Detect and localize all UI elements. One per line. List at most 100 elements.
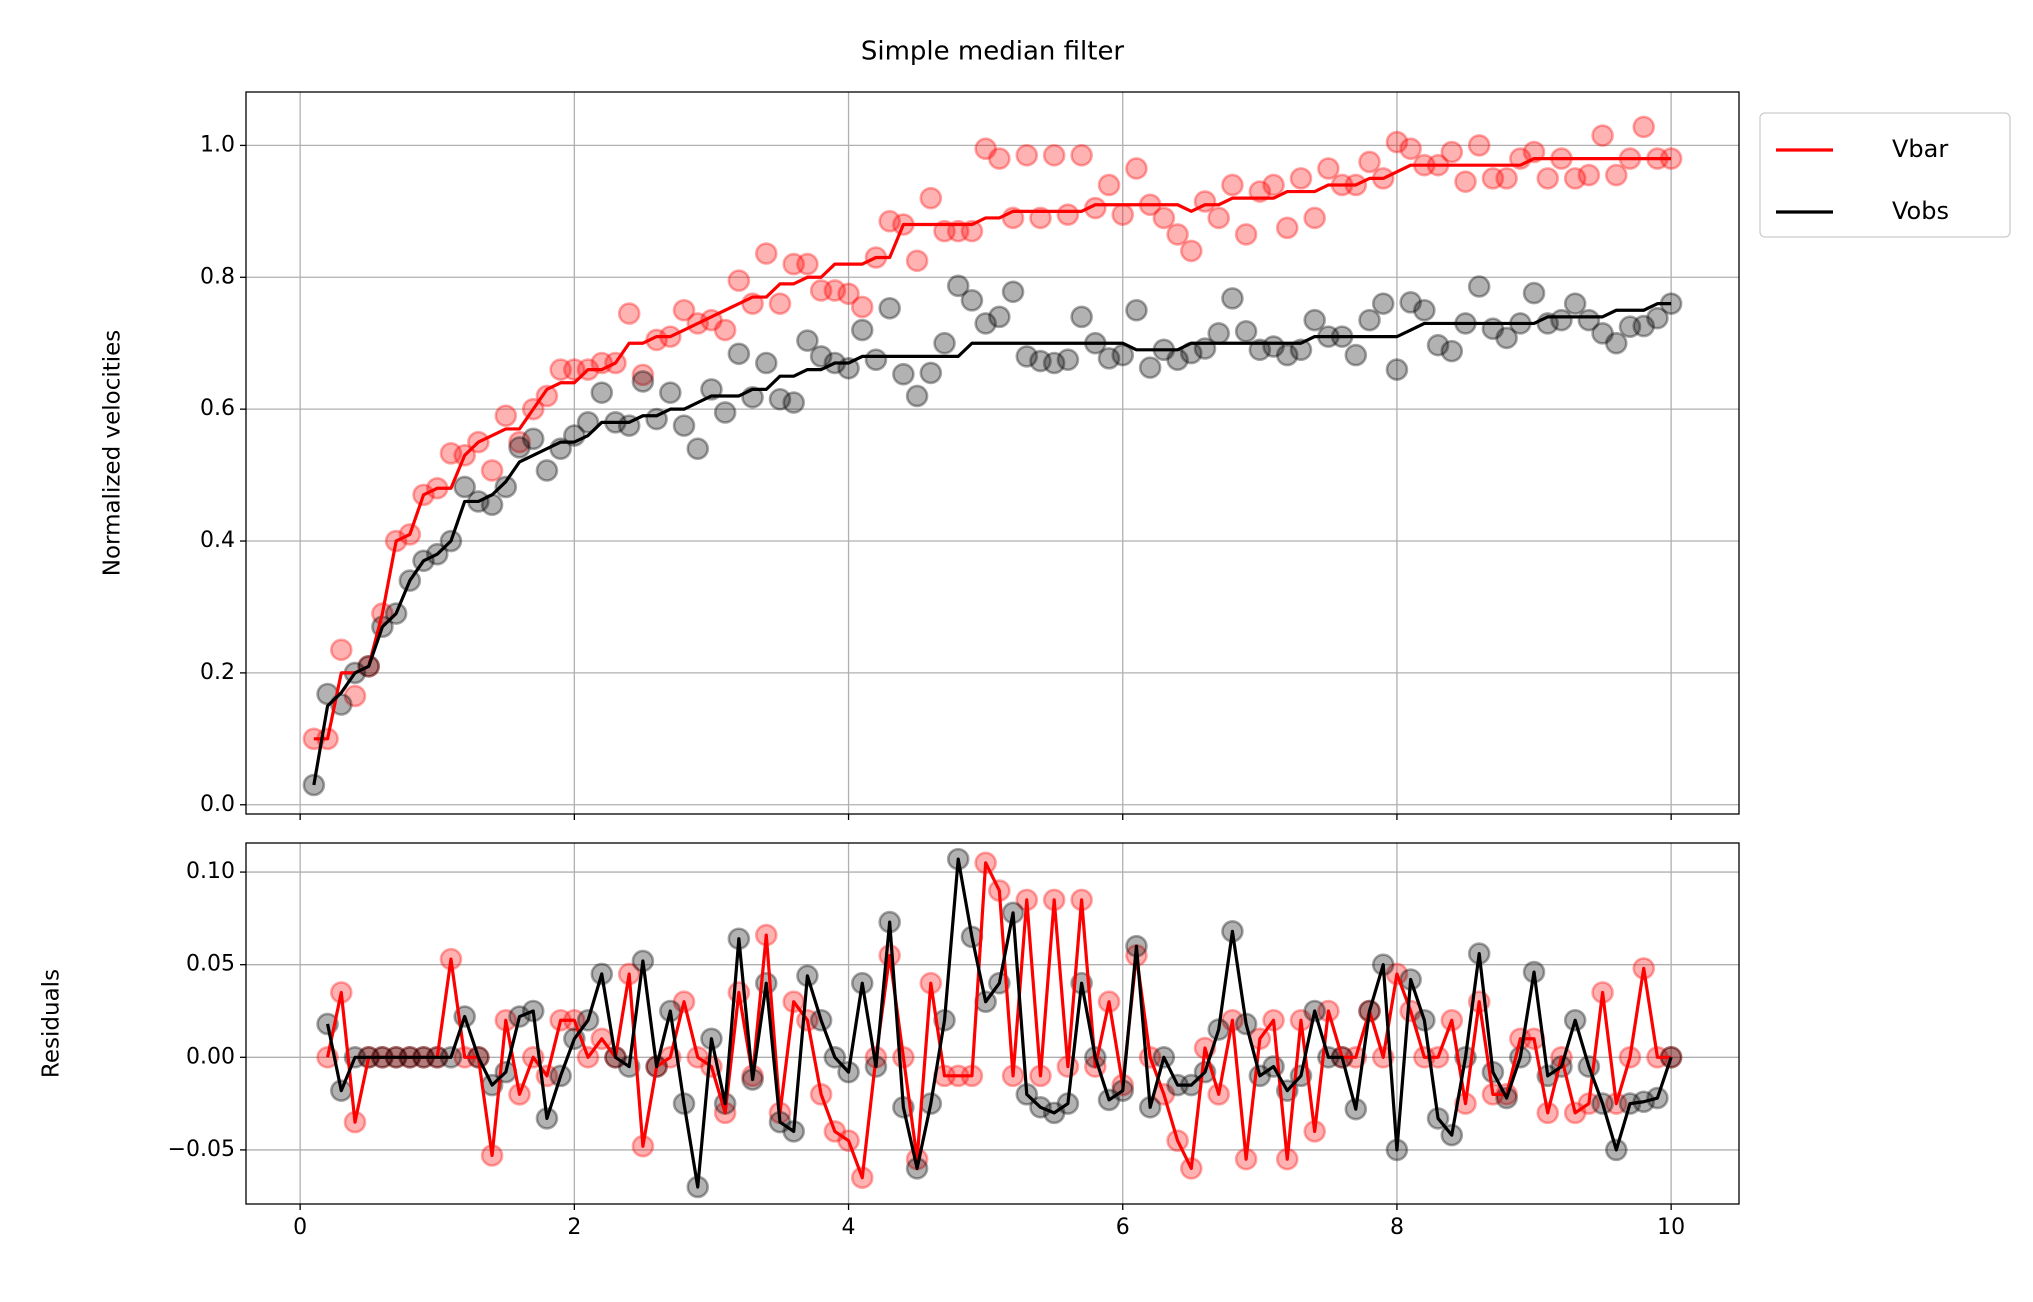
y-tick-label: 0.00 bbox=[186, 1044, 235, 1069]
data-point bbox=[1207, 206, 1231, 230]
plot-area bbox=[302, 115, 1683, 797]
data-point bbox=[1138, 356, 1162, 379]
plot-area bbox=[316, 847, 1683, 1199]
x-tick-label: 6 bbox=[1116, 1215, 1130, 1240]
data-point bbox=[1591, 124, 1614, 147]
data-point bbox=[1234, 320, 1258, 343]
data-point bbox=[809, 345, 833, 368]
data-point bbox=[1632, 314, 1656, 338]
data-point bbox=[508, 436, 531, 459]
data-point bbox=[480, 459, 504, 482]
y-tick-label: 0.10 bbox=[186, 859, 235, 884]
data-point bbox=[933, 331, 956, 355]
y-tick-label: 0.05 bbox=[186, 952, 235, 977]
data-point bbox=[1015, 143, 1039, 167]
data-point bbox=[1289, 167, 1313, 190]
x-tick-label: 0 bbox=[293, 1215, 307, 1240]
data-point bbox=[1467, 134, 1491, 157]
y-tick-label: 0.8 bbox=[200, 264, 235, 289]
data-point bbox=[905, 249, 929, 273]
data-point bbox=[1111, 203, 1135, 226]
data-point bbox=[782, 252, 806, 276]
data-point bbox=[727, 269, 751, 292]
data-point bbox=[686, 437, 710, 461]
data-point bbox=[1577, 308, 1601, 332]
x-tick-label: 2 bbox=[567, 1215, 581, 1240]
data-point bbox=[343, 684, 367, 708]
data-point bbox=[1221, 173, 1244, 197]
data-point bbox=[1097, 173, 1121, 197]
data-point bbox=[1042, 351, 1066, 375]
data-point bbox=[1481, 167, 1505, 190]
data-point bbox=[631, 370, 655, 393]
data-point bbox=[1042, 143, 1066, 167]
data-point bbox=[1015, 345, 1039, 368]
data-point bbox=[796, 252, 819, 276]
axes-frame bbox=[245, 91, 1740, 815]
data-point bbox=[1591, 322, 1614, 345]
data-point bbox=[1111, 343, 1135, 367]
data-point bbox=[1303, 206, 1326, 230]
data-point bbox=[1125, 157, 1148, 180]
data-point bbox=[439, 442, 463, 465]
data-point bbox=[713, 318, 737, 342]
data-point bbox=[535, 384, 559, 408]
data-point bbox=[1125, 298, 1148, 322]
data-point bbox=[754, 351, 778, 375]
data-point bbox=[1179, 239, 1203, 263]
data-point bbox=[1070, 143, 1093, 167]
data-point bbox=[1234, 223, 1258, 246]
data-point bbox=[329, 638, 353, 662]
y-axis-label: Normalized velocities bbox=[100, 330, 126, 577]
data-point bbox=[919, 186, 943, 210]
data-point bbox=[1385, 358, 1409, 381]
data-point bbox=[1056, 203, 1080, 226]
data-point bbox=[1618, 315, 1642, 339]
data-point bbox=[521, 427, 545, 451]
data-point bbox=[1454, 170, 1477, 193]
data-point bbox=[1495, 167, 1518, 190]
data-point bbox=[1262, 173, 1285, 197]
data-point bbox=[494, 475, 518, 499]
data-point bbox=[590, 381, 614, 404]
y-tick-label: 0.6 bbox=[200, 396, 235, 421]
data-point bbox=[727, 342, 751, 366]
data-point bbox=[1413, 298, 1436, 322]
data-point bbox=[892, 362, 915, 386]
data-point bbox=[946, 274, 970, 298]
data-point bbox=[1563, 167, 1587, 190]
data-point bbox=[1550, 308, 1573, 332]
y-tick-label: 0.0 bbox=[200, 792, 235, 817]
legend-box bbox=[1759, 112, 2011, 238]
data-point bbox=[1303, 308, 1326, 332]
data-point bbox=[1440, 140, 1464, 164]
data-point bbox=[850, 318, 874, 342]
data-point bbox=[809, 279, 833, 302]
data-point bbox=[823, 279, 847, 302]
data-point bbox=[850, 295, 874, 319]
data-point bbox=[1001, 280, 1025, 304]
legend-label: Vobs bbox=[1892, 197, 1949, 225]
data-point bbox=[453, 475, 476, 499]
data-point bbox=[1632, 115, 1656, 139]
data-point bbox=[1029, 349, 1052, 373]
data-point bbox=[878, 296, 901, 320]
data-point bbox=[1536, 167, 1560, 190]
series-line bbox=[312, 302, 1672, 786]
series-line bbox=[326, 857, 1673, 1189]
data-point bbox=[1577, 163, 1601, 187]
data-point bbox=[1344, 343, 1368, 367]
data-point bbox=[1166, 223, 1189, 246]
data-point bbox=[878, 209, 901, 233]
data-point bbox=[535, 459, 559, 482]
y-tick-label: 0.2 bbox=[200, 660, 235, 685]
data-point bbox=[617, 302, 641, 325]
data-point bbox=[1646, 306, 1669, 330]
data-point bbox=[1221, 287, 1244, 310]
data-point bbox=[1056, 348, 1080, 372]
data-point bbox=[1604, 163, 1628, 187]
data-point bbox=[1275, 216, 1299, 240]
data-point bbox=[974, 137, 997, 161]
